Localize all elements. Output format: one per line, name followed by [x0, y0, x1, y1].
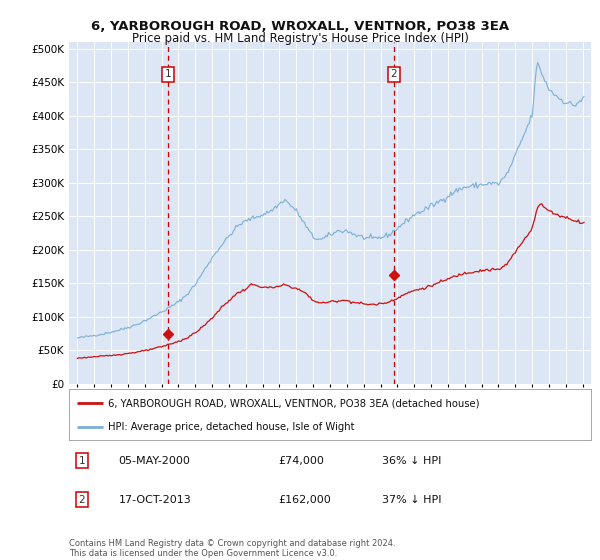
Text: 36% ↓ HPI: 36% ↓ HPI [382, 456, 442, 466]
Text: £74,000: £74,000 [278, 456, 323, 466]
Text: Price paid vs. HM Land Registry's House Price Index (HPI): Price paid vs. HM Land Registry's House … [131, 32, 469, 45]
Text: 2: 2 [79, 494, 85, 505]
Text: £162,000: £162,000 [278, 494, 331, 505]
Text: 1: 1 [79, 456, 85, 466]
Text: HPI: Average price, detached house, Isle of Wight: HPI: Average price, detached house, Isle… [108, 422, 355, 432]
Text: 6, YARBOROUGH ROAD, WROXALL, VENTNOR, PO38 3EA (detached house): 6, YARBOROUGH ROAD, WROXALL, VENTNOR, PO… [108, 398, 479, 408]
Text: 1: 1 [164, 69, 171, 80]
Text: Contains HM Land Registry data © Crown copyright and database right 2024.
This d: Contains HM Land Registry data © Crown c… [69, 539, 395, 558]
Text: 6, YARBOROUGH ROAD, WROXALL, VENTNOR, PO38 3EA: 6, YARBOROUGH ROAD, WROXALL, VENTNOR, PO… [91, 20, 509, 32]
Text: 37% ↓ HPI: 37% ↓ HPI [382, 494, 442, 505]
Text: 2: 2 [391, 69, 397, 80]
Text: 17-OCT-2013: 17-OCT-2013 [119, 494, 191, 505]
Text: 05-MAY-2000: 05-MAY-2000 [119, 456, 190, 466]
